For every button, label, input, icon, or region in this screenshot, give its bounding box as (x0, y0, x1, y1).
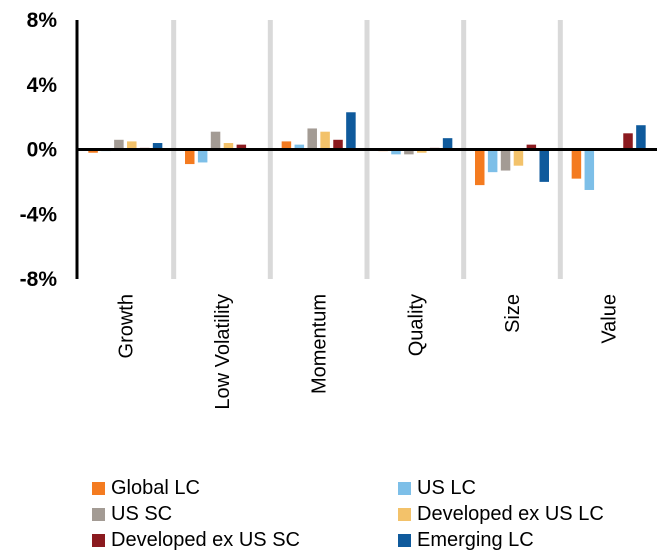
category-label: Quality (405, 294, 427, 356)
bar (210, 131, 221, 150)
bar (623, 133, 633, 150)
bar (320, 131, 330, 150)
axes (75, 20, 657, 279)
bars (88, 112, 646, 190)
y-tick-label: 4% (27, 74, 58, 97)
bar (487, 149, 498, 173)
bar (500, 149, 511, 171)
bar (281, 141, 292, 150)
category-label: Growth (115, 294, 137, 358)
bar (88, 149, 98, 153)
category-label: Momentum (309, 294, 331, 394)
bar (391, 149, 401, 155)
bar (636, 125, 646, 150)
y-tick-label: 8% (27, 9, 58, 32)
bar (307, 128, 317, 150)
bar (333, 139, 343, 150)
category-label: Low Volatility (212, 294, 234, 410)
category-label: Size (502, 294, 524, 333)
category-labels: Growth Low Volatility Momentum Quality Size V… (115, 294, 620, 410)
bar (346, 112, 356, 150)
y-tick-label: -8% (20, 268, 58, 291)
bar (539, 149, 549, 182)
bar (114, 139, 124, 150)
bar (404, 149, 414, 155)
y-tick-label: -4% (20, 203, 58, 226)
bar (223, 143, 234, 150)
bar (526, 144, 537, 150)
bar (571, 149, 582, 179)
bar (236, 144, 247, 150)
bar (417, 149, 427, 153)
bar (127, 141, 137, 150)
bar (185, 149, 195, 165)
y-tick-labels: 8% 4% 0% -4% -8% (20, 9, 58, 291)
y-tick-label: 0% (27, 139, 58, 162)
bar (584, 149, 595, 190)
bar (294, 144, 305, 150)
category-label: Value (599, 294, 621, 344)
bar (152, 143, 163, 150)
bar (197, 149, 208, 163)
bar (475, 149, 485, 186)
bar (513, 149, 524, 166)
bar (442, 138, 453, 150)
